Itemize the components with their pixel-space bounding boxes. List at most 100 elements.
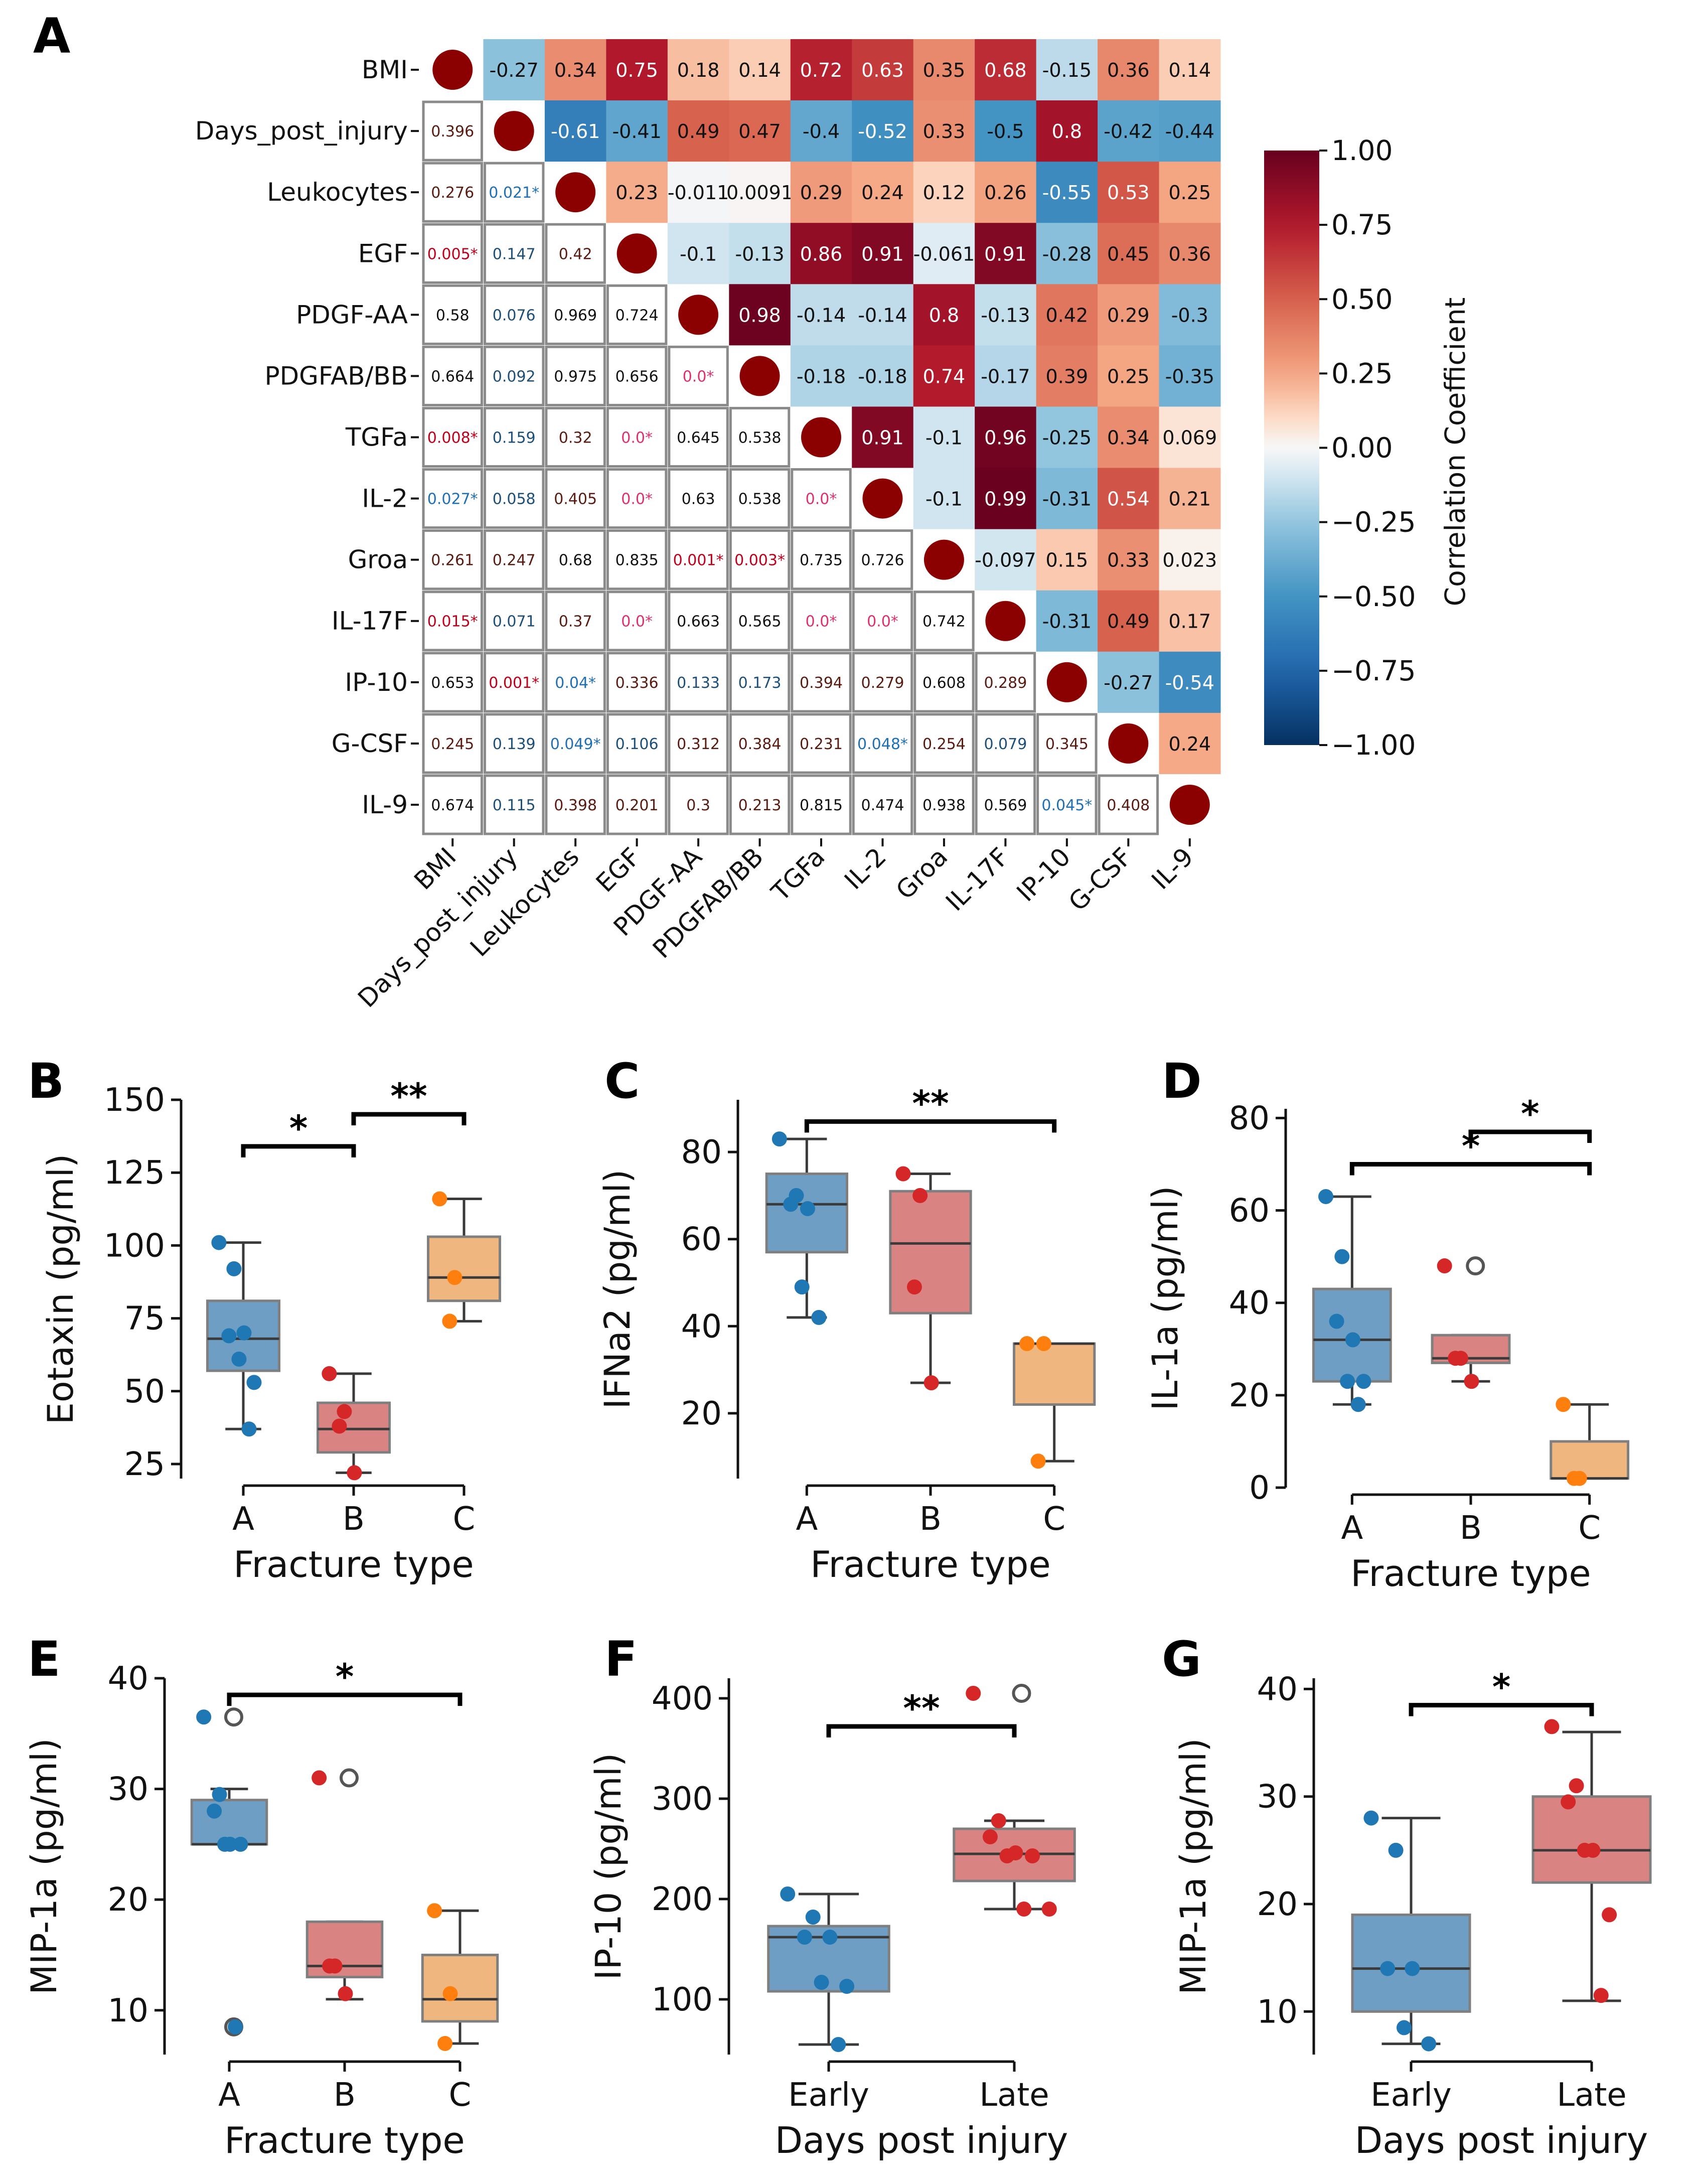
data-point <box>332 1418 347 1434</box>
heatmap-cell-value: -0.18 <box>797 365 846 387</box>
data-point <box>337 1404 352 1419</box>
row-label: Leukocytes <box>267 178 408 207</box>
heatmap-cell-value: -0.54 <box>1165 672 1214 694</box>
pvalue-cell <box>545 713 606 774</box>
pvalue-text: 0.133 <box>677 674 720 692</box>
y-axis-label: MIP-1a (pg/ml) <box>1173 1738 1214 1994</box>
heatmap-cell-value: -0.61 <box>551 120 600 142</box>
significance-bracket <box>826 1724 1017 1737</box>
pvalue-text: 0.254 <box>922 736 966 753</box>
y-tick-label: 40 <box>681 1308 722 1345</box>
data-point <box>1464 1374 1479 1389</box>
heatmap-cell <box>975 162 1037 223</box>
pvalue-text: 0.115 <box>493 797 536 814</box>
pvalue-text: 0.0* <box>806 613 837 631</box>
row-label: PDGFAB/BB <box>264 361 408 390</box>
pvalue-cell <box>668 774 729 835</box>
x-tick-label: B <box>343 1501 365 1538</box>
box <box>317 1401 391 1454</box>
pvalue-cell <box>422 284 483 345</box>
pvalue-cell <box>668 713 729 774</box>
heatmap-cell <box>1159 39 1221 101</box>
heatmap-cell-value: 0.21 <box>1168 488 1211 510</box>
row-label: IL-2 <box>362 484 408 513</box>
y-tick-label: 60 <box>681 1221 722 1258</box>
y-tick-label: 75 <box>124 1300 165 1338</box>
pvalue-text: 0.001* <box>489 674 539 692</box>
data-point <box>211 1235 227 1250</box>
data-point <box>427 1903 442 1919</box>
heatmap-cell-value: -0.25 <box>1042 427 1092 449</box>
data-point <box>227 2019 243 2034</box>
significance-stars: ** <box>390 1076 427 1117</box>
data-point <box>1405 1961 1420 1976</box>
box <box>421 1953 499 2023</box>
panel-label: B <box>28 1053 64 1109</box>
heatmap-cell-value: 0.17 <box>1168 611 1211 633</box>
pvalue-cell <box>422 468 483 529</box>
y-tick-label: 10 <box>108 1992 148 2029</box>
heatmap-cell <box>913 345 975 407</box>
pvalue-cell <box>913 652 975 713</box>
heatmap-cell <box>913 284 975 346</box>
heatmap-cell-value: 0.91 <box>861 243 904 265</box>
pvalue-cell <box>791 652 852 713</box>
y-tick-label: 400 <box>652 1680 713 1717</box>
x-tick-label: A <box>218 2077 240 2114</box>
x-tick-label: B <box>1460 1510 1482 1547</box>
heatmap-cell-value: 0.49 <box>677 120 720 142</box>
heatmap-cell-value: 0.68 <box>984 59 1027 81</box>
heatmap-cell <box>606 39 668 101</box>
heatmap-cell-value: -0.27 <box>490 59 539 81</box>
pvalue-cell <box>975 713 1036 774</box>
box <box>427 1235 501 1302</box>
heatmap-cell <box>1098 468 1160 530</box>
data-point <box>822 1930 838 1945</box>
pvalue-text: 0.245 <box>431 736 474 753</box>
heatmap-cell-value: -0.41 <box>612 120 661 142</box>
box <box>1531 1795 1652 1884</box>
data-point <box>797 1930 812 1945</box>
heatmap-cell-value: 0.35 <box>923 59 966 81</box>
data-point <box>1577 1842 1592 1858</box>
data-point <box>1334 1249 1350 1264</box>
pvalue-cell <box>545 774 606 835</box>
data-point <box>442 1986 458 2001</box>
data-point <box>1350 1397 1366 1412</box>
data-point <box>1556 1397 1571 1412</box>
pvalue-text: 0.076 <box>493 307 536 324</box>
data-point <box>783 1197 799 1212</box>
heatmap-cell-value: 0.29 <box>1107 304 1150 326</box>
heatmap-cell <box>1098 529 1160 591</box>
pvalue-text: 0.68 <box>559 552 592 569</box>
data-point <box>814 1975 829 1990</box>
heatmap-cell <box>975 529 1037 591</box>
heatmap-cell <box>790 100 852 162</box>
heatmap-cell-value: 0.25 <box>1168 182 1211 204</box>
significance-bracket <box>227 1692 463 1706</box>
data-point <box>217 1836 233 1852</box>
pvalue-cell <box>852 713 913 774</box>
y-tick-label: 100 <box>104 1227 165 1264</box>
heatmap-cell-value: 0.91 <box>984 243 1027 265</box>
data-point <box>982 1829 998 1844</box>
pvalue-cell <box>606 345 668 406</box>
panel-b-boxplot: B 25 50 75 100 125 150 Eotaxin (pg/ml) A B C Fractu… <box>28 1053 501 1585</box>
heatmap-cell <box>1098 345 1160 407</box>
y-tick-label: 20 <box>108 1881 148 1919</box>
panel-c-boxplot: C 20 40 60 80 IFNa2 (pg/ml) A B C Fracture type ** <box>597 1053 1096 1585</box>
heatmap-cell <box>975 406 1037 469</box>
significance-stars: * <box>289 1108 308 1149</box>
heatmap-cell-value: 0.26 <box>984 182 1027 204</box>
heatmap-cell-value: 0.0091 <box>726 182 793 204</box>
heatmap-cell-value: 0.53 <box>1107 182 1150 204</box>
panel-label: C <box>604 1053 640 1109</box>
panel-d-boxplot: D 0 20 40 60 80 IL-1a (pg/ml) A B C Fracture type *… <box>1145 1053 1630 1594</box>
pvalue-cell <box>729 774 791 835</box>
y-tick-label: 40 <box>1257 1671 1298 1708</box>
box <box>1550 1440 1630 1480</box>
pvalue-cell <box>606 406 668 468</box>
pvalue-text: 0.3 <box>686 797 710 814</box>
heatmap-cell-value: 0.47 <box>738 120 781 142</box>
